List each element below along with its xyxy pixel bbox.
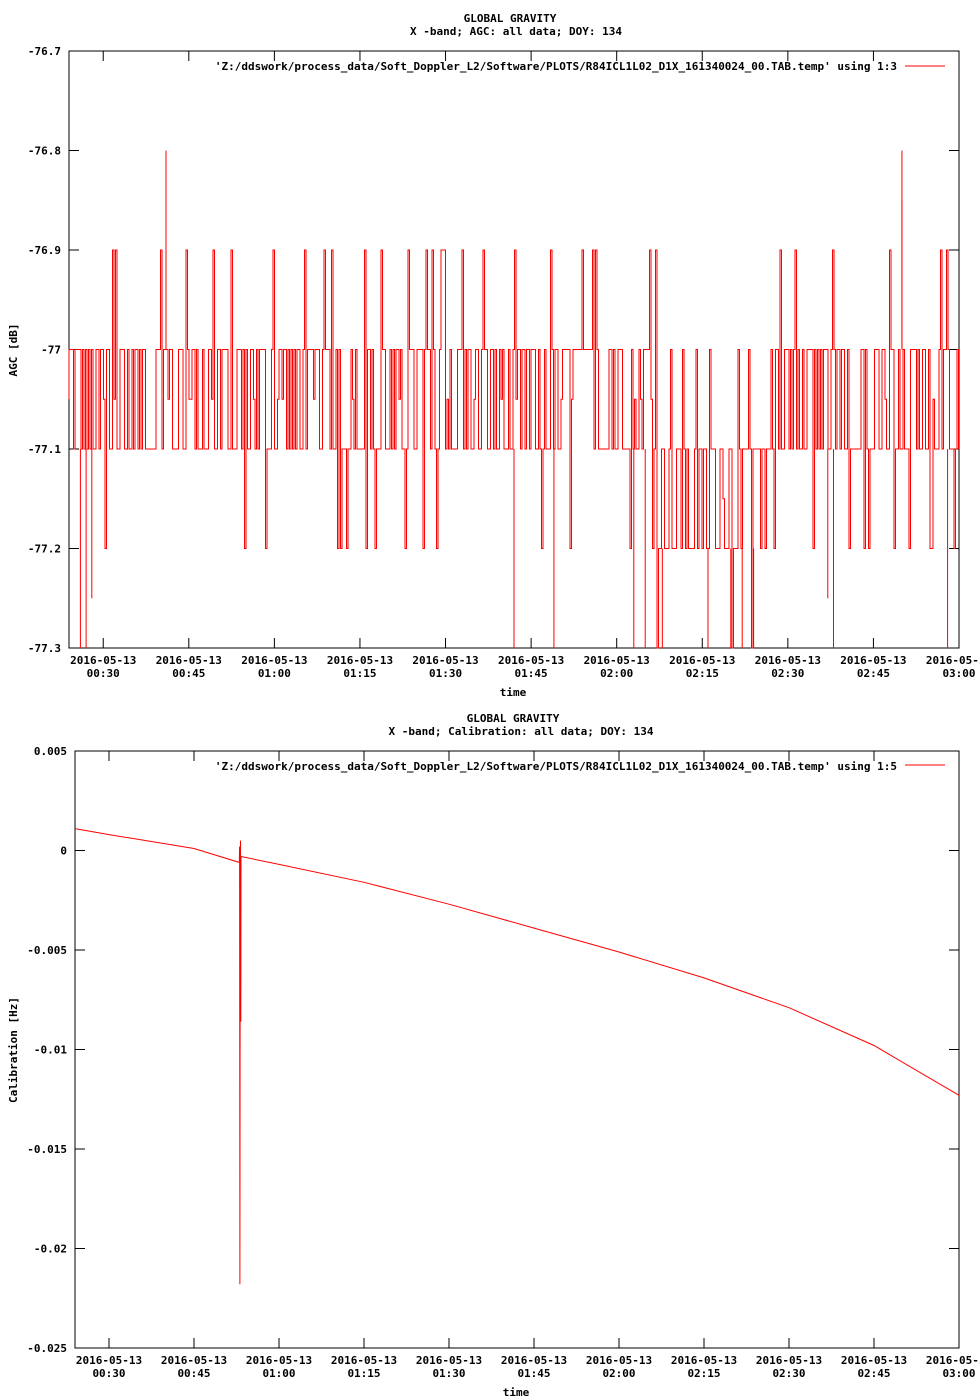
x-tick-label-date: 2016-05-13: [586, 1354, 652, 1367]
x-tick-label-time: 01:30: [429, 667, 462, 680]
y-tick-label: -0.015: [27, 1143, 67, 1156]
x-ticks: 2016-05-1300:302016-05-1300:452016-05-13…: [76, 751, 980, 1380]
y-tick-label: -0.025: [27, 1342, 67, 1355]
x-tick-label-date: 2016-05-13: [498, 654, 564, 667]
x-axis-label: time: [503, 1386, 530, 1399]
x-axis-label: time: [500, 686, 527, 699]
y-ticks: -76.7 -76.8 -76.9 -77 -77.1 -77.2 -77.3: [28, 45, 959, 655]
x-tick-label-date: 2016-05-13: [156, 654, 222, 667]
agc-series-line: [68, 249, 959, 649]
legend-label: 'Z:/ddswork/process_data/Soft_Doppler_L2…: [215, 760, 897, 773]
x-tick-label-date: 2016-05-13: [161, 1354, 227, 1367]
x-tick-label-time: 00:45: [177, 1367, 210, 1380]
x-tick-label-time: 02:00: [600, 667, 633, 680]
x-tick-label-date: 2016-05-13: [246, 1354, 312, 1367]
x-tick-label-time: 01:30: [432, 1367, 465, 1380]
y-tick-label: -0.005: [27, 944, 67, 957]
y-tick-label: -0.01: [34, 1044, 67, 1057]
y-tick-label: -76.8: [28, 145, 61, 158]
data-series: [68, 150, 959, 649]
x-tick-label-time: 02:30: [772, 1367, 805, 1380]
x-tick-label-date: 2016-05-13: [756, 1354, 822, 1367]
x-tick-label-date: 2016-05-13: [840, 654, 906, 667]
data-series: [74, 828, 960, 1285]
y-tick-label: -76.9: [28, 244, 61, 257]
x-tick-label-time: 02:45: [857, 667, 890, 680]
x-tick-label-time: 01:00: [262, 1367, 295, 1380]
y-axis-label: AGC [dB]: [7, 324, 20, 377]
legend-label: 'Z:/ddswork/process_data/Soft_Doppler_L2…: [215, 60, 897, 73]
chart-subtitle: X -band; AGC: all data; DOY: 134: [410, 25, 622, 38]
x-tick-label-date: 2016-05-13: [327, 654, 393, 667]
agc-chart: GLOBAL GRAVITY X -band; AGC: all data; D…: [7, 12, 980, 699]
x-tick-label-time: 02:00: [602, 1367, 635, 1380]
x-tick-label-time: 01:00: [258, 667, 291, 680]
chart-title: GLOBAL GRAVITY: [464, 12, 557, 25]
x-tick-label-time: 01:45: [515, 667, 548, 680]
chart-subtitle: X -band; Calibration: all data; DOY: 134: [389, 725, 654, 738]
y-tick-label: -76.7: [28, 45, 61, 58]
chart-title: GLOBAL GRAVITY: [467, 712, 560, 725]
x-tick-label-date: 2016-05-13: [926, 1354, 980, 1367]
y-ticks: 0.005 0 -0.005 -0.01 -0.015 -0.02 -0.025: [27, 745, 959, 1355]
plot-frame: [74, 750, 960, 1349]
x-tick-label-time: 02:45: [857, 1367, 890, 1380]
calibration-chart: GLOBAL GRAVITY X -band; Calibration: all…: [7, 712, 980, 1399]
x-tick-label-date: 2016-05-13: [416, 1354, 482, 1367]
x-tick-label-date: 2016-05-13: [669, 654, 735, 667]
x-tick-label-time: 00:30: [92, 1367, 125, 1380]
x-tick-label-date: 2016-05-13: [841, 1354, 907, 1367]
x-tick-label-time: 02:15: [686, 667, 719, 680]
x-tick-label-time: 03:00: [942, 1367, 975, 1380]
x-tick-label-time: 00:30: [87, 667, 120, 680]
calibration-series-line: [74, 828, 960, 1285]
x-tick-label-time: 01:15: [347, 1367, 380, 1380]
x-tick-label-time: 01:15: [343, 667, 376, 680]
x-tick-label-date: 2016-05-13: [76, 1354, 142, 1367]
y-tick-label: -77.1: [28, 443, 61, 456]
x-tick-label-date: 2016-05-13: [584, 654, 650, 667]
y-axis-label: Calibration [Hz]: [7, 997, 20, 1103]
x-tick-label-time: 02:15: [687, 1367, 720, 1380]
x-tick-label-time: 02:30: [771, 667, 804, 680]
y-tick-label: 0.005: [34, 745, 67, 758]
y-tick-label: 0: [60, 845, 67, 858]
x-tick-label-date: 2016-05-13: [671, 1354, 737, 1367]
y-tick-label: -77: [41, 344, 61, 357]
x-tick-label-time: 01:45: [517, 1367, 550, 1380]
x-ticks: 2016-05-1300:302016-05-1300:452016-05-13…: [70, 51, 980, 680]
x-tick-label-time: 03:00: [942, 667, 975, 680]
y-tick-label: -0.02: [34, 1243, 67, 1256]
x-tick-label-date: 2016-05-13: [241, 654, 307, 667]
x-tick-label-date: 2016-05-13: [412, 654, 478, 667]
x-tick-label-date: 2016-05-13: [926, 654, 980, 667]
x-tick-label-time: 00:45: [172, 667, 205, 680]
x-tick-label-date: 2016-05-13: [755, 654, 821, 667]
y-tick-label: -77.2: [28, 543, 61, 556]
x-tick-label-date: 2016-05-13: [70, 654, 136, 667]
x-tick-label-date: 2016-05-13: [331, 1354, 397, 1367]
y-tick-label: -77.3: [28, 642, 61, 655]
x-tick-label-date: 2016-05-13: [501, 1354, 567, 1367]
